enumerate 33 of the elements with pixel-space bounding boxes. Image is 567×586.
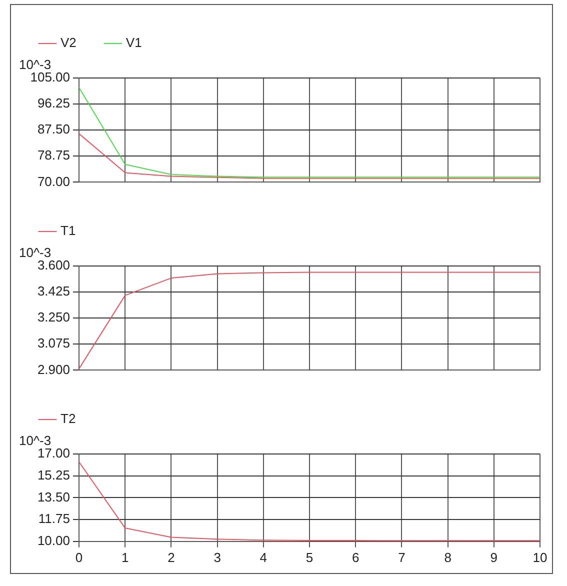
y-tick-label: 3.075 [37,336,70,351]
y-tick-label: 70.00 [37,174,70,189]
x-tick-label: 0 [75,550,83,565]
y-tick-label: 10.00 [37,532,70,548]
legend-label: T1 [60,223,76,238]
y-tick-label: 17.00 [37,446,70,461]
y-axis-title: 10^-3 [19,433,52,448]
x-tick-label: 1 [121,550,129,565]
y-tick-label: 87.50 [37,122,70,137]
legend-label: T2 [60,411,76,426]
y-tick-label: 78.75 [37,148,70,163]
x-tick-label: 5 [306,550,314,565]
x-tick-label: 8 [444,550,452,565]
x-tick-label: 10 [532,550,548,565]
y-tick-label: 3.600 [37,258,70,273]
legend-label: V1 [126,35,142,50]
legend-label: V2 [60,35,76,50]
y-tick-label: 96.25 [37,96,70,111]
y-axis-title: 10^-3 [19,57,52,72]
y-tick-label: 105.00 [30,70,70,85]
y-tick-label: 11.75 [38,511,70,526]
y-tick-label: 13.50 [37,489,70,504]
x-tick-label: 6 [352,550,360,565]
y-tick-label: 3.425 [37,284,70,299]
x-tick-label: 9 [490,550,498,565]
y-tick-label: 15.25 [37,467,70,482]
y-tick-label: 2.900 [37,362,70,377]
x-tick-label: 4 [260,550,268,565]
y-axis-title: 10^-3 [19,245,52,260]
y-tick-label: 3.250 [37,310,70,325]
x-tick-label: 7 [398,550,406,565]
x-tick-label: 3 [214,550,221,565]
x-tick-label: 2 [168,550,175,565]
